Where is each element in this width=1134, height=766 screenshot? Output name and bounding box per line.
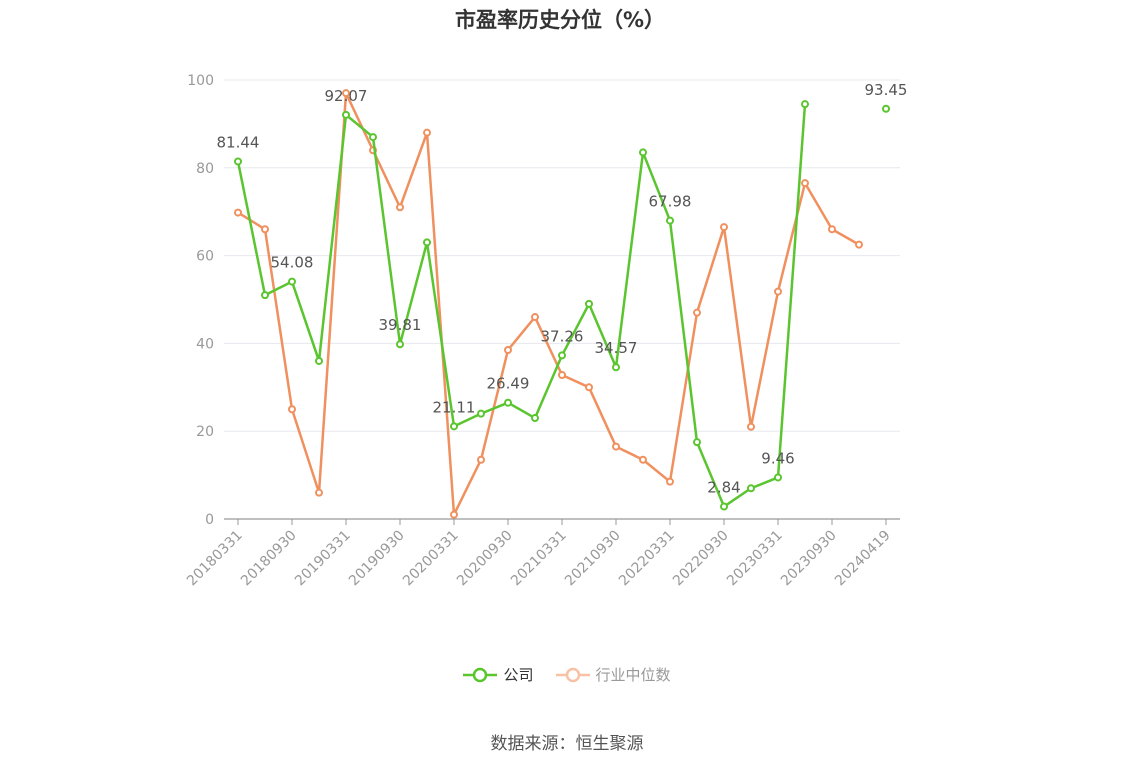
data-label-20240419: 93.45 [865,81,908,99]
y-tick-label-100: 100 [187,73,214,89]
point-company-20230331 [774,473,782,482]
data-label-20200331: 21.11 [433,398,476,416]
point-company-20211231 [639,148,647,157]
point-industry-median-20190930 [396,203,404,212]
point-industry-median-20200630 [477,455,485,464]
y-tick-label-20: 20 [196,424,214,440]
point-industry-median-20190331 [342,89,350,98]
y-tick-label-40: 40 [196,336,214,352]
x-tick-label-20230930: 20230930 [778,527,840,589]
point-industry-median-20230331 [774,287,782,296]
point-company-20200630 [477,409,485,418]
data-label-20180331: 81.44 [217,133,260,151]
point-company-20191231 [423,238,431,247]
point-industry-median-20230630 [801,179,809,188]
data-label-20190930: 39.81 [379,316,422,334]
data-label-20230331: 9.46 [761,449,794,467]
point-industry-median-20180331 [234,208,242,217]
point-company-20220331 [666,216,674,225]
data-label-20220331: 67.98 [649,193,692,211]
point-industry-median-20220930 [720,223,728,232]
data-label-20200930: 26.49 [487,375,530,393]
chart-title: 市盈率历史分位（%） [454,8,666,32]
x-tick-label-20200331: 20200331 [400,527,462,589]
point-company-20230630 [801,100,809,109]
point-company-20200331 [450,422,458,431]
point-industry-median-20220331 [666,477,674,486]
point-industry-median-20220630 [693,308,701,317]
data-label-20180930: 54.08 [271,254,314,272]
data-label-20210930: 34.57 [595,339,638,357]
point-industry-median-20230930 [828,225,836,234]
point-company-20190930 [396,340,404,349]
legend: 公司 行业中位数 [0,664,1134,685]
point-company-20200930 [504,398,512,407]
point-company-20221231 [747,484,755,493]
x-tick-label-20200930: 20200930 [454,527,516,589]
legend-item-industry-median[interactable]: 行业中位数 [555,664,671,685]
point-industry-median-20200331 [450,510,458,519]
series-lines [234,89,890,519]
legend-company-marker-icon [463,667,498,682]
point-company-20210331 [558,351,566,360]
data-label-20190331: 92.07 [325,87,368,105]
series-line-company [238,104,886,506]
point-company-20220630 [693,438,701,447]
legend-company-label: 公司 [503,666,534,684]
point-industry-median-20180930 [288,405,296,414]
data-label-20220930: 2.84 [707,479,740,497]
point-company-20240419 [882,104,890,113]
legend-industry-label: 行业中位数 [595,666,671,684]
x-tick-label-20190930: 20190930 [346,527,408,589]
point-company-20220930 [720,502,728,511]
data-source: 数据来源：恒生聚源 [490,734,644,754]
point-industry-median-20200930 [504,345,512,354]
point-industry-median-20221231 [747,422,755,431]
point-company-20180630 [261,291,269,300]
point-company-20180930 [288,277,296,286]
x-tick-label-20220930: 20220930 [670,527,732,589]
point-industry-median-20190630 [369,146,377,155]
y-tick-label-60: 60 [196,249,214,265]
point-industry-median-20231231 [855,240,863,249]
point-company-20190630 [369,133,377,142]
series-line-industry-median [237,91,860,516]
point-industry-median-20210331 [558,371,566,380]
point-industry-median-20180630 [261,225,269,234]
point-industry-median-20191231 [423,128,431,137]
x-tick-label-20230331: 20230331 [724,527,786,589]
data-label-20210331: 37.26 [541,327,584,345]
point-industry-median-20211231 [639,455,647,464]
point-company-20201231 [531,414,539,423]
x-tick-label-20220331: 20220331 [616,527,678,589]
x-tick-label-20240419: 20240419 [832,527,894,589]
legend-industry-marker-icon [555,667,590,682]
legend-item-company[interactable]: 公司 [463,664,534,685]
x-tick-label-20210930: 20210930 [562,527,624,589]
x-tick-label-20190331: 20190331 [292,527,354,589]
x-tick-label-20180331: 20180331 [184,527,246,589]
point-company-20210930 [612,363,620,372]
y-tick-label-0: 0 [205,512,214,528]
point-industry-median-20210630 [585,383,593,392]
point-industry-median-20181231 [315,488,323,497]
point-company-20181231 [315,356,323,365]
point-company-20210630 [585,299,593,308]
point-industry-median-20210930 [612,442,620,451]
x-tick-label-20210331: 20210331 [508,527,570,589]
point-company-20180331 [234,157,242,166]
point-company-20190331 [342,110,350,119]
data-labels: 81.44 54.08 92.07 39.81 21.11 26.49 37.26 34.57… [217,81,908,497]
x-tick-label-20180930: 20180930 [238,527,300,589]
point-industry-median-20201231 [531,313,539,322]
y-tick-label-80: 80 [196,161,214,177]
